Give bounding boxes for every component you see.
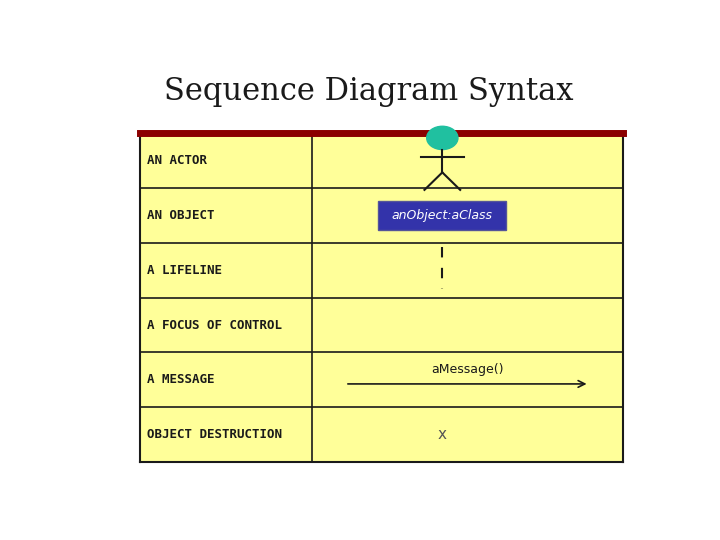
Text: x: x (438, 427, 447, 442)
Text: Sequence Diagram Syntax: Sequence Diagram Syntax (164, 76, 574, 107)
Text: A FOCUS OF CONTROL: A FOCUS OF CONTROL (147, 319, 282, 332)
Text: anObject:aClass: anObject:aClass (392, 209, 492, 222)
Text: A LIFELINE: A LIFELINE (147, 264, 222, 277)
Text: OBJECT DESTRUCTION: OBJECT DESTRUCTION (147, 428, 282, 441)
Text: AN ACTOR: AN ACTOR (147, 154, 207, 167)
Text: AN OBJECT: AN OBJECT (147, 209, 215, 222)
Bar (140, 133, 623, 462)
Circle shape (427, 126, 458, 150)
Text: A MESSAGE: A MESSAGE (147, 373, 215, 386)
Text: aMessage(): aMessage() (431, 363, 503, 376)
Bar (378, 200, 506, 231)
